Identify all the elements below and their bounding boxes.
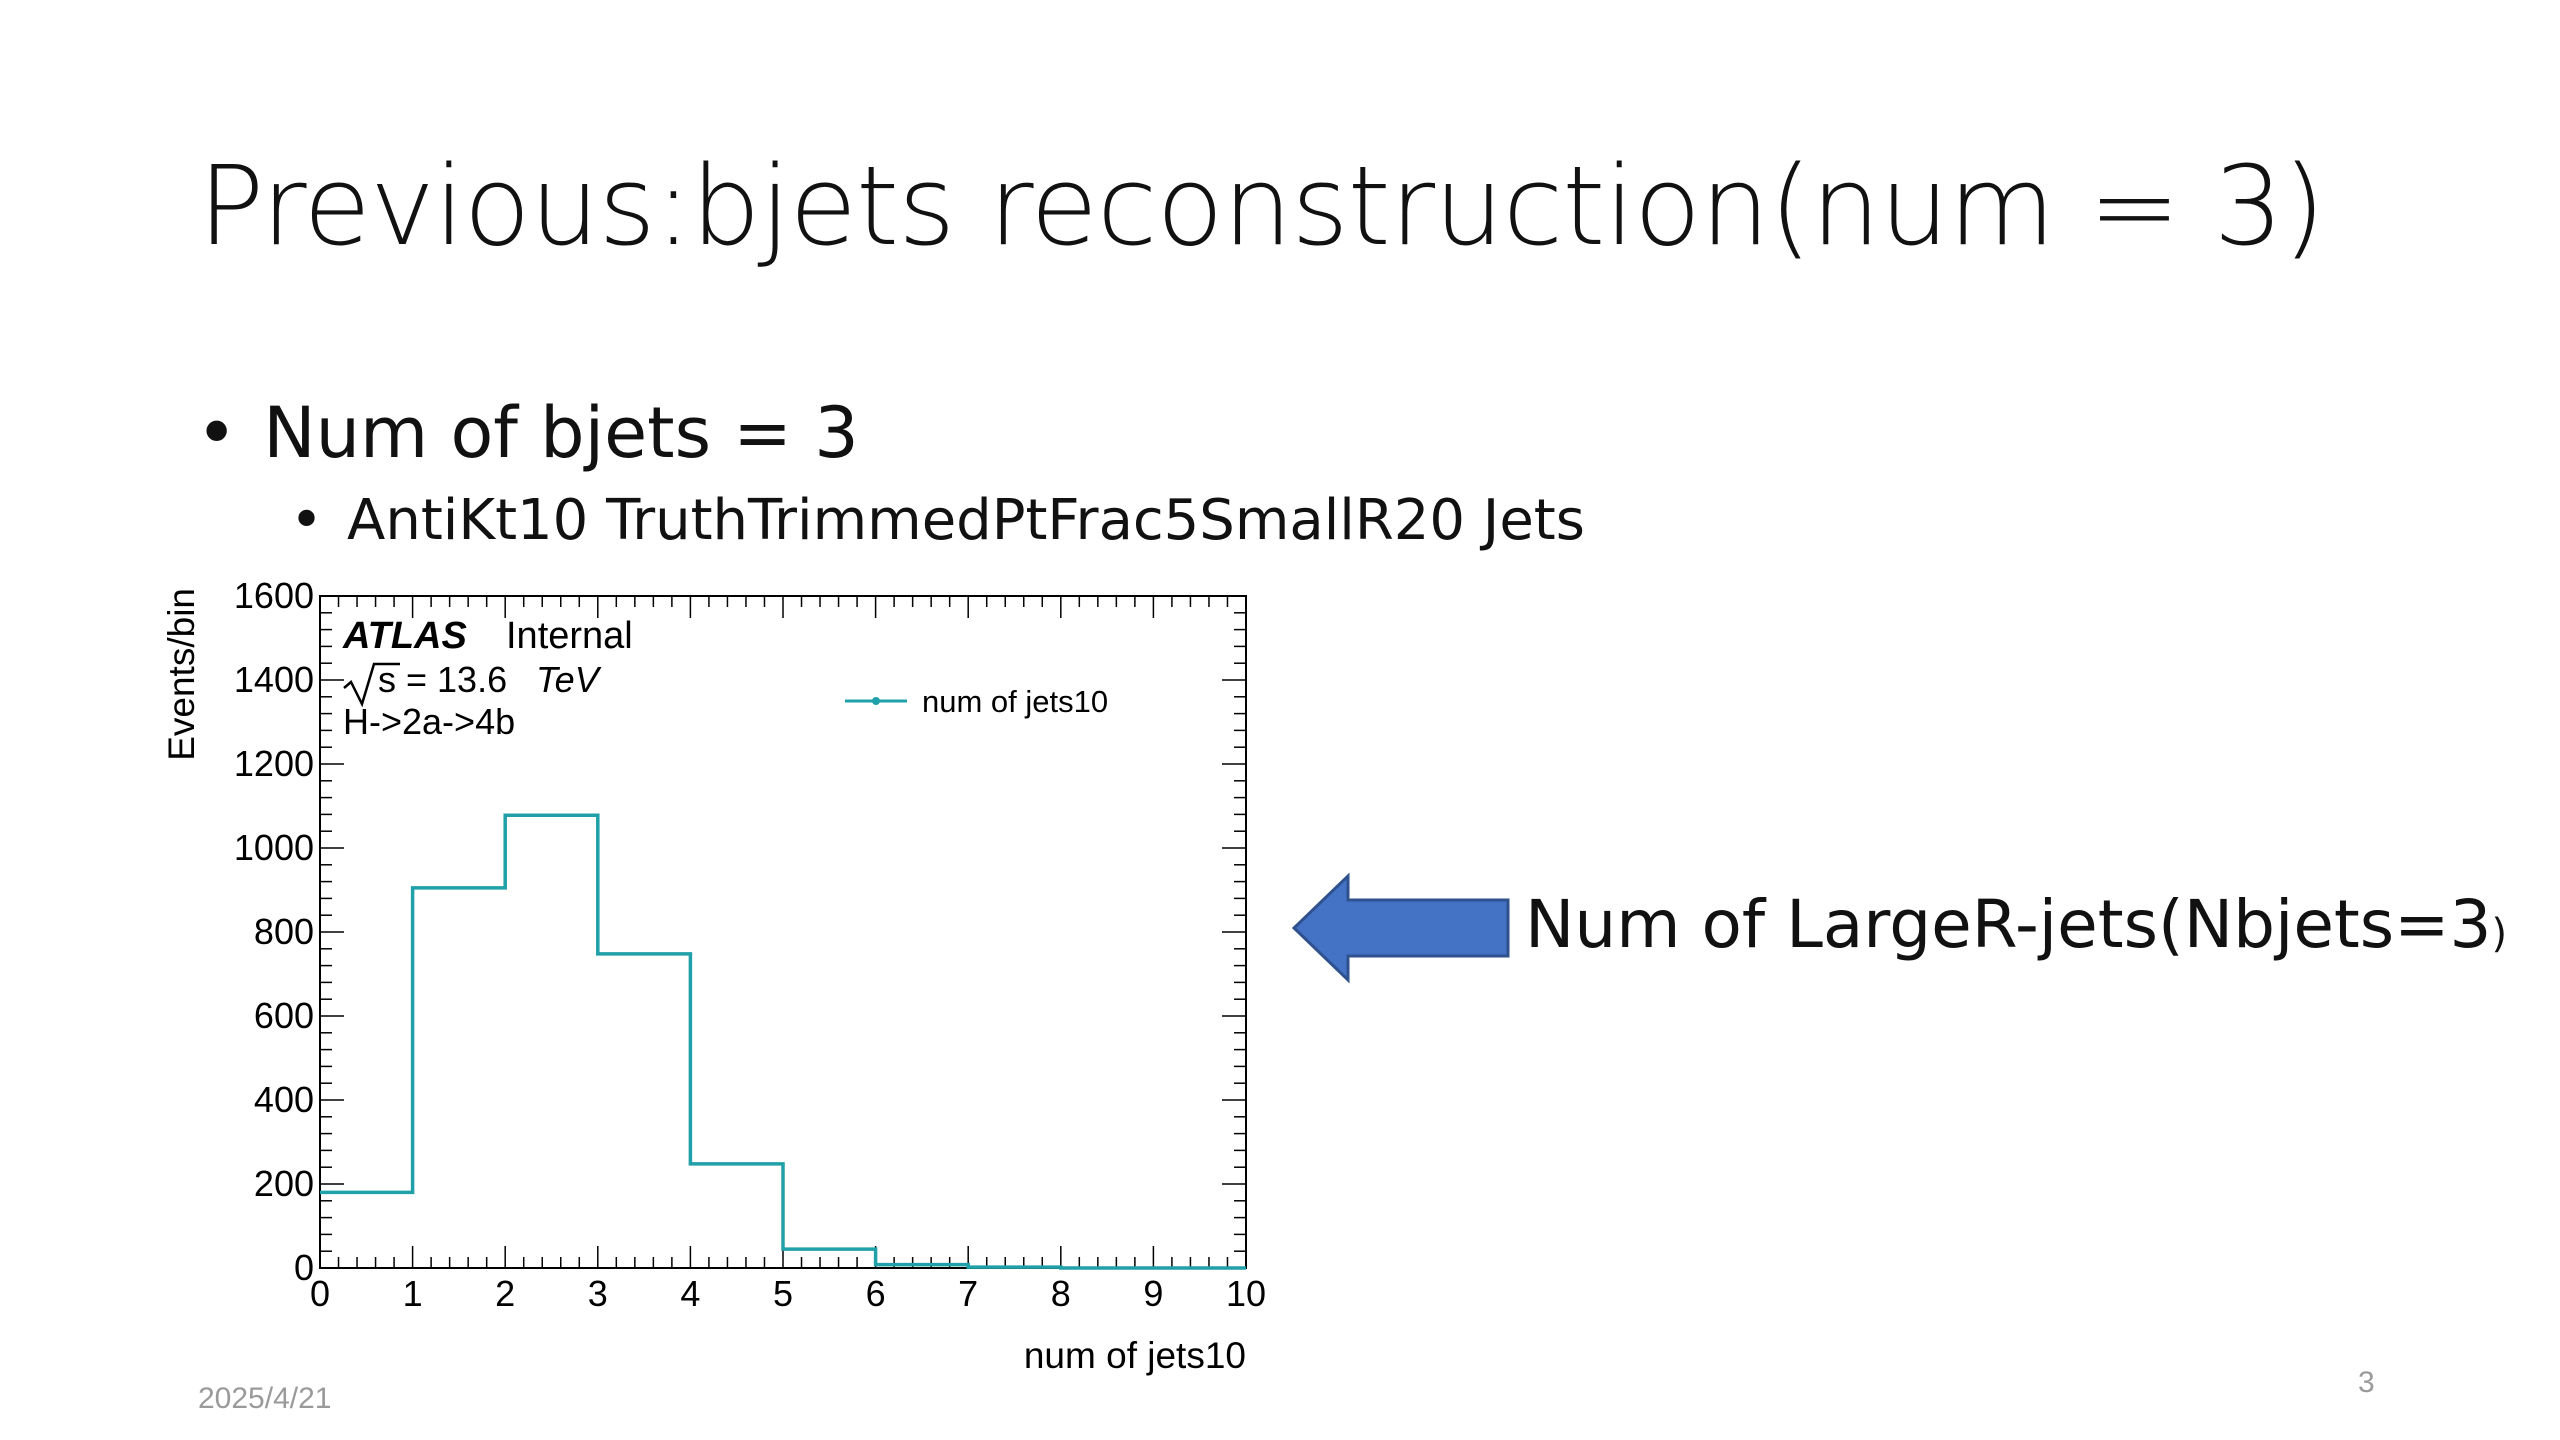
y-tick-label: 200	[254, 1163, 314, 1204]
y-tick-label: 1600	[234, 575, 314, 616]
side-label-text: Num of LargeR-jets(Nbjets=3	[1525, 886, 2492, 963]
x-tick-label: 0	[310, 1273, 330, 1314]
x-axis-title: num of jets10	[1024, 1335, 1246, 1376]
left-arrow-icon	[1291, 872, 1510, 984]
y-tick-label: 1400	[234, 659, 314, 700]
y-tick-label: 400	[254, 1079, 314, 1120]
bullet-icon: •	[290, 488, 324, 553]
energy-label: s = 13.6	[378, 659, 507, 700]
legend-marker-icon	[872, 697, 880, 705]
bullet-level-2: • AntiKt10 TruthTrimmedPtFrac5SmallR20 Je…	[290, 488, 1585, 553]
x-tick-label: 5	[773, 1273, 793, 1314]
y-tick-label: 1200	[234, 743, 314, 784]
x-tick-label: 7	[958, 1273, 978, 1314]
y-tick-label: 600	[254, 995, 314, 1036]
y-tick-label: 1000	[234, 827, 314, 868]
histogram-chart: 0 1 2 3 4 5 6 7 8 9 10 0 200 400 600 800 1000 1200 1400 160…	[161, 575, 1266, 1376]
x-tick-label: 4	[680, 1273, 700, 1314]
x-tick-label: 2	[495, 1273, 515, 1314]
x-tick-label: 9	[1143, 1273, 1163, 1314]
side-label-paren: )	[2491, 911, 2508, 957]
sqrt-symbol-icon	[343, 662, 400, 708]
y-tick-label: 800	[254, 911, 314, 952]
x-tick-label: 3	[588, 1273, 608, 1314]
legend-label: num of jets10	[922, 684, 1108, 719]
bullet-level-1: • Num of bjets = 3	[196, 392, 859, 474]
side-label: Num of LargeR-jets(Nbjets=3)	[1525, 886, 2507, 963]
page-number: 3	[2358, 1366, 2375, 1399]
x-tick-label: 6	[866, 1273, 886, 1314]
energy-unit: TeV	[536, 659, 602, 700]
bullet-level-2-text: AntiKt10 TruthTrimmedPtFrac5SmallR20 Jet…	[347, 488, 1585, 553]
x-tick-label: 10	[1226, 1273, 1266, 1314]
slide-title: Previous:bjets reconstruction(num = 3)	[198, 142, 2325, 270]
x-tick-label: 1	[403, 1273, 423, 1314]
x-tick-label: 8	[1051, 1273, 1071, 1314]
bullet-icon: •	[196, 392, 238, 474]
footer-date: 2025/4/21	[198, 1382, 332, 1415]
y-axis-title: Events/bin	[161, 588, 202, 761]
bullet-level-1-text: Num of bjets = 3	[263, 392, 859, 474]
status-label: Internal	[506, 615, 633, 657]
y-tick-label: 0	[294, 1247, 314, 1288]
histogram-series-line	[320, 813, 1246, 1270]
atlas-label: ATLAS	[342, 615, 467, 657]
process-label: H->2a->4b	[343, 701, 515, 742]
